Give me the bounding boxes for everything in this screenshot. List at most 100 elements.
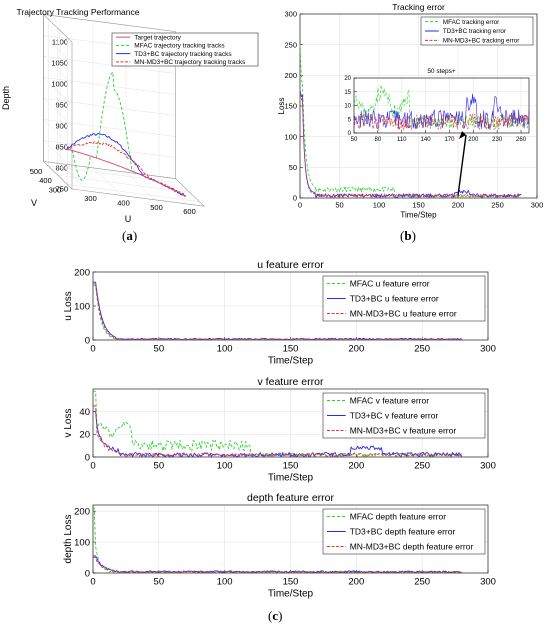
u-tick-label: 400 [117,198,130,207]
v-legend-box [322,392,486,439]
u-legend-label: TD3+BC u feature error [350,293,439,303]
y-tick-label: 150 [284,102,297,111]
y-tick-label: 0 [85,335,90,346]
v-series-mfac [93,390,462,457]
d-series-mnmd3 [93,557,462,574]
z-tick-label: 900 [55,122,68,131]
v-tick-label: 400 [39,176,52,185]
z-gridline [43,56,176,74]
a-legend-label: MN-MD3+BC trajectory tracking tracks [134,59,246,66]
inset-arrow [457,134,467,196]
y-tick-label: 100 [74,537,90,548]
v-legend-label: TD3+BC v feature error [350,410,439,420]
b-legend-box [420,16,534,46]
y-tick-label: 200 [74,507,90,518]
v-tick-label: 500 [30,167,43,176]
y-tick-label: 100 [74,301,90,312]
x-tick-label: 0 [90,461,95,472]
y-tick-label: 10 [344,104,351,110]
x-axis-label: Time/Step [268,589,314,600]
chart-title: v feature error [258,376,324,388]
x-tick-label: 150 [283,344,299,355]
panel-a-trajectory-chart: 7508008509009501000105011003004005006003… [1,7,259,224]
u-legend-label: MFAC u feature error [350,278,430,288]
x-tick-label: 300 [480,344,496,355]
z-gridline [43,98,176,116]
y-tick-label: 0 [85,452,90,463]
d-legend-label: MFAC depth feature error [350,511,447,521]
u-tick-label: 300 [84,194,97,203]
y-tick-label: 0 [293,194,297,203]
y-tick-label: 0 [348,131,352,137]
series-mnmd3-trajectory [66,141,186,198]
y-tick-label: 0 [85,568,90,579]
inset-arrow-head [459,131,466,139]
x-tick-label: 200 [348,344,364,355]
v-legend-label: MN-MD3+BC v feature error [350,425,457,435]
z-gridline [43,77,176,95]
x-tick-label: 50 [335,201,343,210]
v-gridline [67,184,200,202]
panel-c-depth-feature-chart: 0 50 100 150 200 250 300 0 100 200 depth feature e… [63,492,496,600]
x-tick-label: 150 [412,201,425,210]
y-tick-label: 300 [284,10,297,19]
x-tick-label: 300 [480,577,496,588]
z-tick-label: 950 [55,101,68,110]
z-tick-label: 1000 [51,80,68,89]
z-tick-label: 1050 [51,59,68,68]
v-legend-label: MFAC v feature error [350,395,430,405]
v-tick-label: 300 [49,185,62,194]
a-legend-label: Target trajectory [134,34,181,41]
panel-c-v-feature-chart: 0 50 100 150 200 250 300 0 20 40 v feature error Ti… [63,376,496,484]
x-tick-label: 50 [154,461,165,472]
z-tick-label: 750 [55,185,68,194]
x-tick-label: 100 [217,577,233,588]
x-tick-label: 300 [480,461,496,472]
y-axis-label: u Loss [63,291,74,320]
y-tick-label: 200 [284,71,297,80]
x-tick-label: 0 [90,344,95,355]
z-tick-label: 850 [55,143,68,152]
chart-title: depth feature error [247,492,334,504]
x-tick-label: 230 [492,137,503,143]
side-wall [43,13,73,190]
u-series-td3 [93,281,462,341]
u-legend-label: MN-MD3+BC u feature error [350,308,457,318]
x-tick-label: 100 [217,344,233,355]
panel-c-u-feature-chart: 0 50 100 150 200 250 300 0 100 200 u feature error… [63,259,496,367]
y-axis-label: Loss [277,98,286,115]
series-target-trajectory [66,148,186,197]
x-tick-label: 250 [414,461,430,472]
a-legend-label: MFAC trajectory tracking tracks [134,43,225,50]
inset-series-mnmd3 [353,113,530,131]
d-series-td3 [93,555,462,574]
u-tick-label: 600 [183,207,196,216]
y-axis-label: depth Loss [63,515,74,564]
y-tick-label: 50 [289,163,297,172]
x-tick-label: 80 [375,137,382,143]
x-tick-label: 250 [414,344,430,355]
x-axis-label: Time/Step [268,473,314,484]
inset-title: 50 steps+ [427,68,456,75]
z-gridline [43,119,176,137]
z-axis-label: Depth [1,86,11,110]
x-axis-label: Time/Step [268,356,314,367]
x-tick-label: 200 [348,461,364,472]
y-tick-label: 40 [79,407,90,418]
chart-title: Trajectory Tracking Performance [17,7,140,17]
x-tick-label: 100 [217,461,233,472]
y-axis-label: v Loss [63,409,74,438]
d-legend-label: TD3+BC depth feature error [350,526,456,536]
x-tick-label: 300 [531,201,544,210]
y-axis-label: V [31,198,37,208]
a-legend-box [111,32,259,67]
x-tick-label: 250 [491,201,504,210]
y-tick-label: 100 [284,132,297,141]
x-tick-label: 50 [351,137,358,143]
x-tick-label: 50 [154,344,165,355]
inset-chart: 50 80 110 140 170 200 230 260 0 5 10 15 20 50 steps+ [344,68,530,143]
x-tick-label: 150 [283,577,299,588]
floor-edge [71,178,205,207]
b-legend-label: MFAC tracking error [443,19,499,26]
